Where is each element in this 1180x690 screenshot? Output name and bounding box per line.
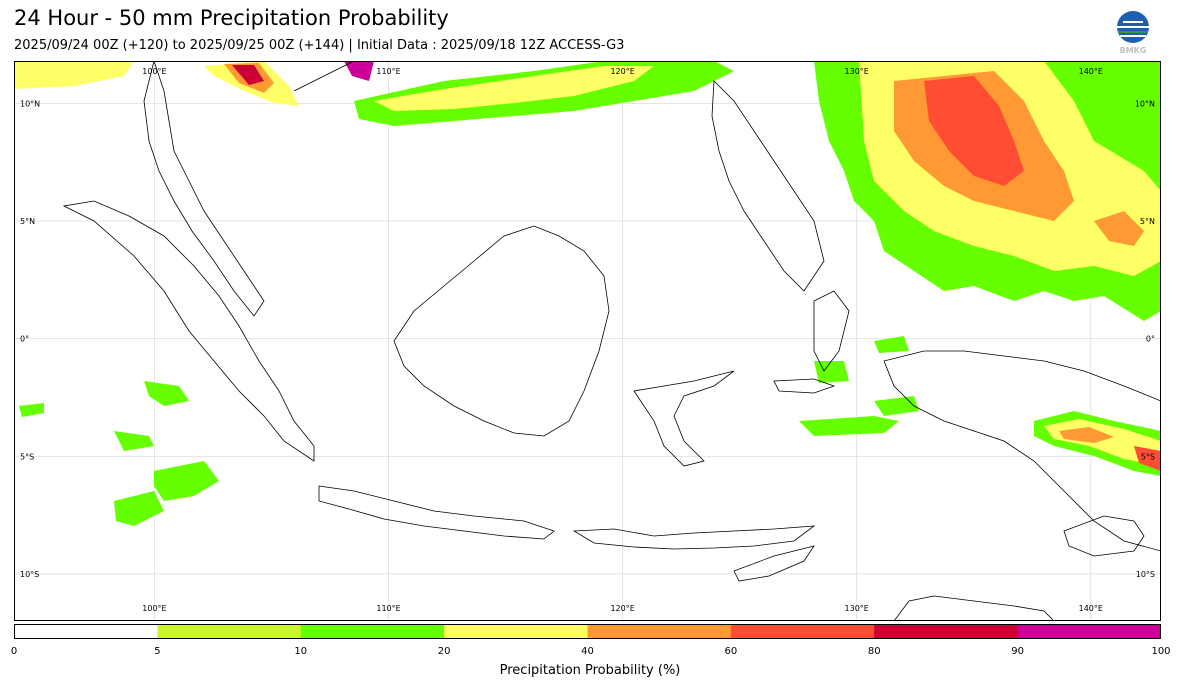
coastline-australia-2 xyxy=(1063,515,1145,557)
colorbar-tick-4: 40 xyxy=(581,646,594,657)
colorbar-tick-5: 60 xyxy=(724,646,738,657)
colorbar-tick-7: 90 xyxy=(1011,646,1024,657)
coastline-seram xyxy=(773,378,836,394)
lon-label-bottom-2: 120°E xyxy=(610,604,634,613)
colorbar-label: Precipitation Probability (%) xyxy=(499,663,681,678)
precip-shading xyxy=(14,61,1161,526)
colorbar-segment-1 xyxy=(157,624,302,639)
lat-label-left-4: 10°S xyxy=(20,570,39,579)
lat-label-right-0: 10°N xyxy=(1135,99,1155,108)
colorbar-segment-3 xyxy=(444,624,588,639)
coastline-lesser-sunda xyxy=(572,525,816,550)
chart-subtitle: 2025/09/24 00Z (+120) to 2025/09/25 00Z … xyxy=(14,38,625,53)
coastline-sumatra xyxy=(62,200,315,462)
lat-label-right-4: 10°S xyxy=(1136,570,1155,579)
lat-label-right-3: 5°S xyxy=(1141,452,1155,461)
coastline-indochina xyxy=(293,61,355,92)
axis-labels: 100°E 110°E 120°E 130°E 140°E 100°E 110°… xyxy=(20,67,1155,613)
coastline-maluku xyxy=(813,290,850,372)
colorbar-segment-5 xyxy=(730,624,875,639)
lon-label-top-3: 130°E xyxy=(845,67,869,76)
coastline-borneo xyxy=(393,225,610,437)
coastline-malaya xyxy=(143,61,265,317)
lon-label-bottom-3: 130°E xyxy=(845,604,869,613)
logo-text: BMKG xyxy=(1120,46,1147,55)
lat-label-left-1: 5°N xyxy=(20,217,35,226)
colorbar-segment-2 xyxy=(300,624,445,639)
lon-label-top-4: 140°E xyxy=(1079,67,1103,76)
lat-label-right-2: 0° xyxy=(1146,335,1155,344)
colorbar xyxy=(14,624,1161,639)
colorbar-segment-0 xyxy=(14,624,158,639)
colorbar-tick-3: 20 xyxy=(437,646,451,657)
colorbar-tick-2: 10 xyxy=(294,646,308,657)
coastline-sulawesi xyxy=(633,370,735,467)
coastline-papua xyxy=(883,350,1161,552)
lon-label-bottom-0: 100°E xyxy=(142,604,166,613)
coastline-timor xyxy=(733,545,815,582)
colorbar-tick-8: 100 xyxy=(1151,646,1171,657)
coastlines xyxy=(62,61,1161,621)
coastline-australia xyxy=(893,595,1055,621)
colorbar-segment-6 xyxy=(874,624,1019,639)
chart-title: 24 Hour - 50 mm Precipitation Probabilit… xyxy=(14,6,449,30)
lat-label-left-3: 5°S xyxy=(20,452,34,461)
lon-label-bottom-4: 140°E xyxy=(1079,604,1103,613)
lon-label-top-1: 110°E xyxy=(376,67,400,76)
lon-label-top-0: 100°E xyxy=(142,67,166,76)
coastline-philippines xyxy=(711,80,825,292)
lat-label-right-1: 5°N xyxy=(1140,217,1155,226)
coastline-java xyxy=(318,485,555,540)
precipitation-map: 100°E 110°E 120°E 130°E 140°E 100°E 110°… xyxy=(14,61,1161,621)
lat-label-left-2: 0° xyxy=(20,335,29,344)
bmkg-logo: BMKG xyxy=(1117,11,1149,55)
colorbar-segment-4 xyxy=(587,624,732,639)
colorbar-tick-0: 0 xyxy=(10,646,18,657)
lat-label-left-0: 10°N xyxy=(20,99,40,108)
lon-label-top-2: 120°E xyxy=(610,67,634,76)
map-frame xyxy=(14,61,1161,621)
colorbar-tick-6: 80 xyxy=(867,646,881,657)
colorbar-segment-7 xyxy=(1017,624,1161,639)
colorbar-tick-1: 5 xyxy=(154,646,161,657)
lon-label-bottom-1: 110°E xyxy=(376,604,400,613)
